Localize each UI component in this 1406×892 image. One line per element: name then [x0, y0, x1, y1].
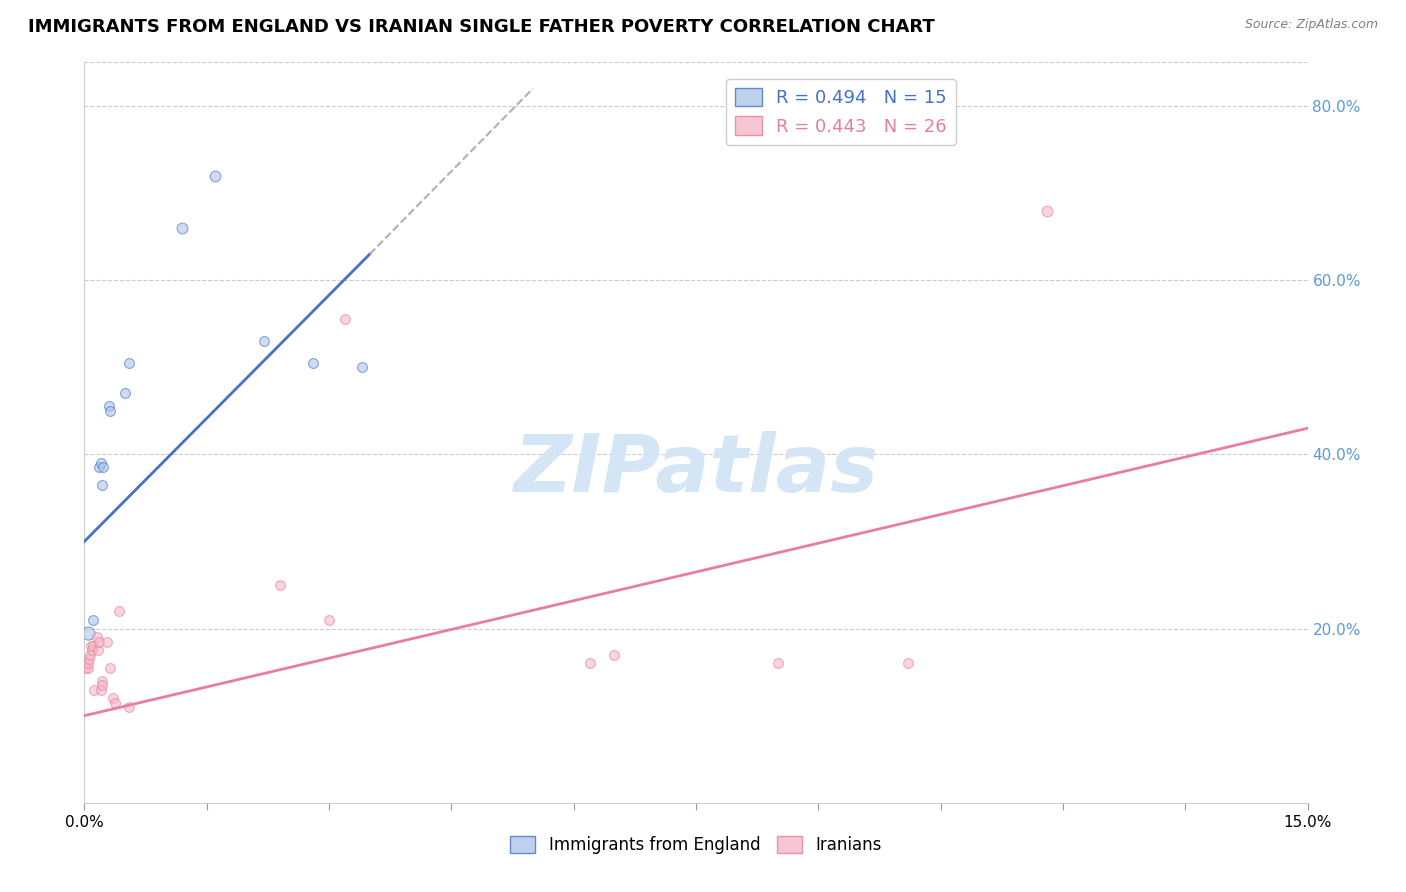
- Point: [350, 360, 373, 375]
- Point: [1035, 203, 1057, 218]
- Point: [579, 657, 602, 671]
- Point: [80, 643, 103, 657]
- Point: [301, 356, 323, 370]
- Point: [83, 682, 105, 697]
- Point: [80, 639, 103, 653]
- Point: [82, 613, 104, 627]
- Point: [86, 630, 108, 644]
- Point: [77, 626, 100, 640]
- Point: [253, 334, 276, 348]
- Point: [766, 657, 789, 671]
- Text: IMMIGRANTS FROM ENGLAND VS IRANIAN SINGLE FATHER POVERTY CORRELATION CHART: IMMIGRANTS FROM ENGLAND VS IRANIAN SINGL…: [28, 18, 935, 36]
- Point: [75, 661, 97, 675]
- Point: [87, 460, 110, 475]
- Point: [204, 169, 226, 183]
- Point: [79, 648, 101, 662]
- Point: [91, 678, 114, 692]
- Point: [87, 634, 110, 648]
- Point: [76, 661, 98, 675]
- Point: [100, 404, 122, 418]
- Point: [82, 639, 104, 653]
- Legend: Immigrants from England, Iranians: Immigrants from England, Iranians: [503, 830, 889, 861]
- Point: [77, 652, 100, 666]
- Point: [96, 634, 118, 648]
- Point: [603, 648, 626, 662]
- Point: [91, 460, 114, 475]
- Point: [118, 356, 141, 370]
- Point: [897, 657, 920, 671]
- Point: [90, 456, 112, 470]
- Point: [104, 696, 127, 710]
- Text: ZIPatlas: ZIPatlas: [513, 431, 879, 508]
- Point: [91, 478, 114, 492]
- Point: [335, 312, 357, 326]
- Point: [118, 700, 141, 714]
- Point: [87, 643, 110, 657]
- Point: [107, 604, 129, 618]
- Point: [97, 400, 120, 414]
- Point: [90, 682, 112, 697]
- Point: [114, 386, 136, 401]
- Point: [100, 661, 122, 675]
- Point: [172, 221, 194, 235]
- Point: [91, 673, 114, 688]
- Point: [318, 613, 340, 627]
- Point: [269, 578, 291, 592]
- Text: Source: ZipAtlas.com: Source: ZipAtlas.com: [1244, 18, 1378, 31]
- Point: [101, 691, 124, 706]
- Point: [77, 657, 100, 671]
